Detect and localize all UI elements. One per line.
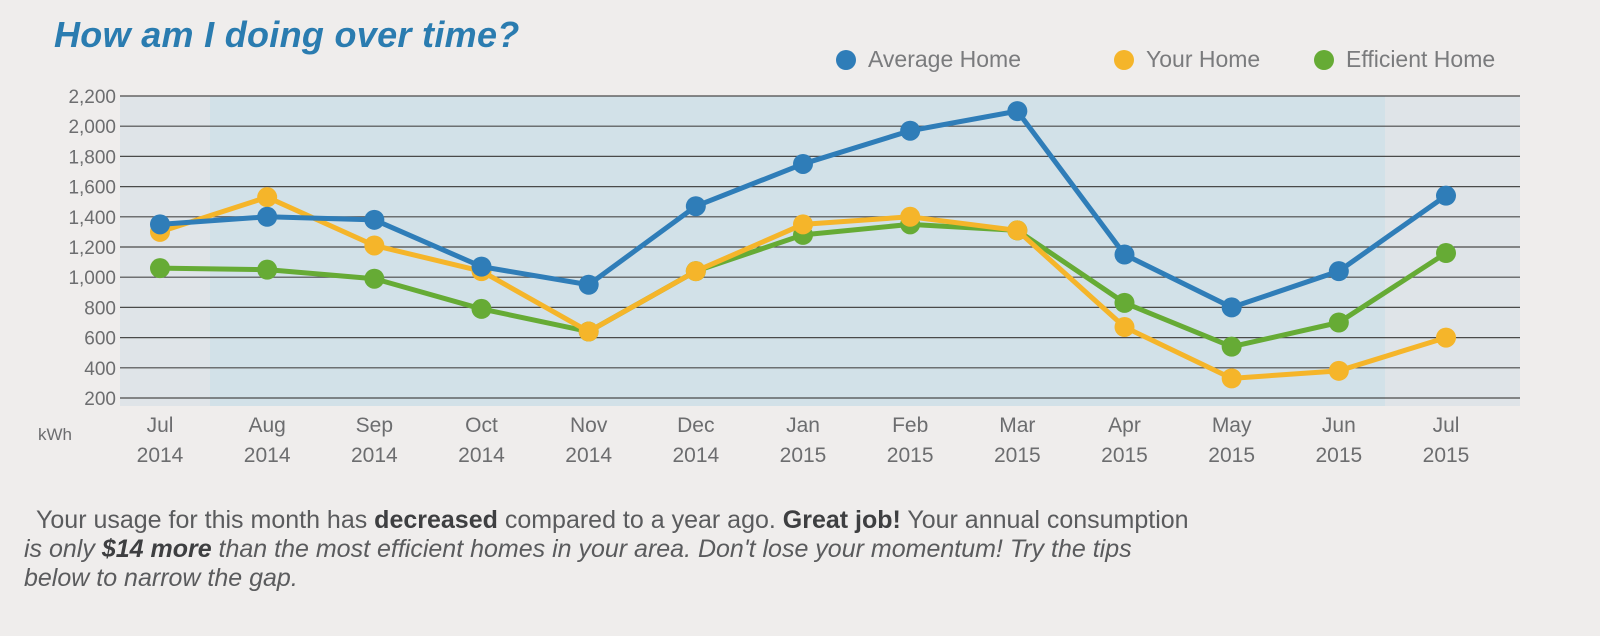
legend-your-home: Your Home (1114, 46, 1260, 73)
data-point-average (1436, 185, 1456, 206)
data-point-your (257, 187, 278, 208)
y-tick-label: 600 (84, 329, 116, 350)
y-tick-label: 1,200 (68, 238, 116, 259)
data-point-efficient (471, 298, 492, 319)
data-point-average (150, 214, 170, 235)
data-point-your (578, 321, 599, 342)
summary-text: Your usage for this month has (36, 506, 375, 534)
data-point-your (793, 214, 813, 235)
legend-efficient-dot (1314, 49, 1334, 70)
legend-average-home: Average Home (836, 46, 1021, 73)
data-point-your (1328, 360, 1349, 381)
legend-your-label: Your Home (1146, 46, 1261, 72)
x-tick-month-label: Dec (677, 414, 714, 437)
data-point-your (685, 261, 706, 282)
x-tick-year-label: 2014 (565, 444, 612, 467)
data-point-average (1007, 101, 1028, 122)
x-tick-month-label: Jul (1433, 414, 1460, 437)
x-tick-month-label: Nov (570, 414, 608, 437)
data-point-average (578, 274, 599, 295)
data-point-efficient (1328, 312, 1349, 333)
y-tick-label: 800 (84, 298, 116, 319)
x-tick-month-label: Oct (465, 414, 498, 437)
plot-highlight-band (210, 96, 1385, 406)
data-point-average (257, 206, 278, 227)
data-point-average (685, 196, 706, 217)
legend-efficient-label: Efficient Home (1346, 46, 1496, 72)
x-tick-month-label: May (1212, 414, 1252, 437)
data-point-efficient (1221, 336, 1242, 357)
legend-average-label: Average Home (868, 46, 1021, 72)
summary-line-2: is only $14 more than the most efficient… (24, 535, 1564, 564)
data-point-your (1221, 368, 1242, 389)
y-axis-unit-label: kWh (38, 425, 72, 444)
x-tick-year-label: 2015 (1315, 444, 1362, 467)
y-tick-label: 400 (84, 359, 116, 380)
x-tick-month-label: Mar (999, 414, 1035, 437)
summary-line-1: Your usage for this month has decreased … (24, 506, 1564, 535)
data-point-your (1114, 317, 1135, 338)
summary-emphasis-great-job: Great job! (782, 506, 901, 534)
legend-average-dot (836, 49, 856, 70)
y-tick-label: 1,800 (68, 147, 116, 168)
data-point-average (364, 209, 385, 230)
data-point-average (1114, 244, 1135, 265)
y-tick-label: 2,200 (68, 87, 116, 108)
y-tick-label: 1,600 (68, 178, 116, 199)
data-point-efficient (1114, 292, 1135, 313)
x-tick-year-label: 2015 (1208, 444, 1255, 467)
x-tick-year-label: 2015 (1101, 444, 1148, 467)
x-tick-month-label: Sep (356, 414, 393, 437)
data-point-your (1007, 220, 1028, 241)
x-tick-year-label: 2014 (244, 444, 291, 467)
data-point-efficient (257, 259, 278, 280)
x-tick-year-label: 2015 (1423, 444, 1470, 467)
x-tick-year-label: 2014 (458, 444, 505, 467)
data-point-average (900, 120, 921, 141)
x-tick-year-label: 2015 (994, 444, 1041, 467)
summary-line-3: below to narrow the gap. (24, 564, 1564, 593)
data-point-efficient (364, 268, 385, 289)
x-tick-month-label: Jun (1322, 414, 1356, 437)
summary-emphasis-decreased: decreased (374, 506, 498, 534)
x-tick-month-label: Jul (147, 414, 174, 437)
x-tick-year-label: 2015 (780, 444, 827, 467)
summary-emphasis-amount: $14 more (101, 535, 212, 563)
chart-title: How am I doing over time? (54, 14, 520, 55)
legend-your-dot (1114, 49, 1134, 70)
x-tick-year-label: 2014 (351, 444, 398, 467)
summary-text: is only (24, 535, 102, 563)
x-tick-month-label: Apr (1108, 414, 1141, 437)
data-point-your (900, 206, 921, 227)
data-point-efficient (150, 258, 170, 279)
legend-efficient-home: Efficient Home (1314, 46, 1495, 73)
x-tick-year-label: 2014 (672, 444, 719, 467)
x-tick-month-label: Feb (892, 414, 928, 437)
data-point-average (471, 256, 492, 277)
data-point-average (793, 153, 813, 174)
usage-summary: Your usage for this month has decreased … (24, 506, 1564, 593)
y-tick-label: 1,400 (68, 208, 116, 229)
data-point-average (1221, 297, 1242, 318)
x-tick-year-label: 2014 (137, 444, 184, 467)
data-point-your (364, 235, 385, 256)
summary-text: than the most efficient homes in your ar… (211, 535, 1132, 563)
summary-text: Your annual consumption (900, 506, 1189, 534)
x-tick-month-label: Aug (248, 414, 285, 437)
y-tick-label: 1,000 (68, 268, 116, 289)
summary-text: compared to a year ago. (497, 506, 783, 534)
y-tick-label: 2,000 (68, 117, 116, 138)
y-tick-label: 200 (84, 389, 116, 410)
data-point-average (1328, 261, 1349, 282)
summary-text: below to narrow the gap. (24, 564, 298, 592)
data-point-efficient (1436, 243, 1456, 264)
x-tick-month-label: Jan (786, 414, 820, 437)
line-chart: 2,200 2,000 1,800 1,600 1,400 1,200 1,000 800 60… (38, 87, 1520, 467)
data-point-your (1436, 327, 1456, 348)
x-tick-year-label: 2015 (887, 444, 934, 467)
